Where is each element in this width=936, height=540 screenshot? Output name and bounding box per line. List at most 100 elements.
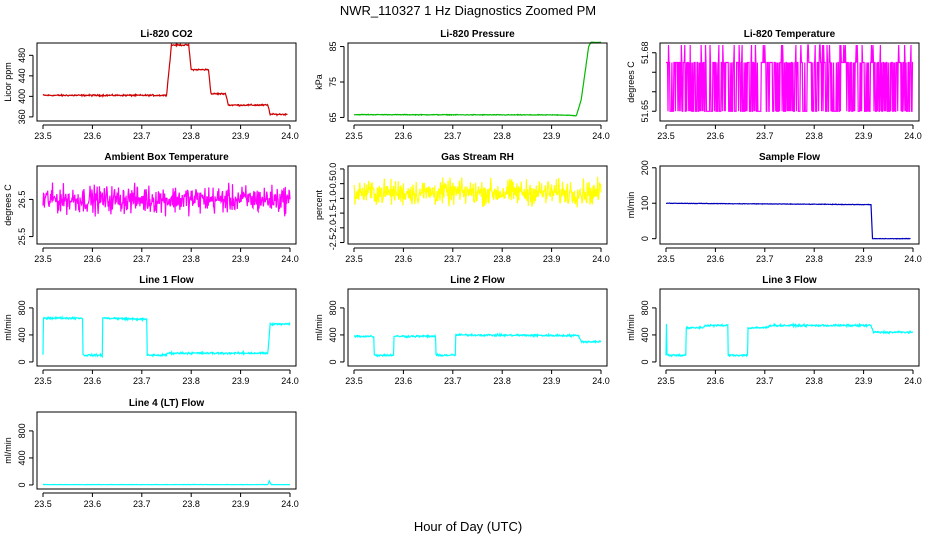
x-tick-label: 24.0 [281, 499, 299, 509]
x-tick-label: 23.6 [395, 131, 413, 141]
x-tick-label: 23.9 [855, 254, 873, 264]
x-tick-label: 23.5 [345, 131, 363, 141]
y-tick-label: 400 [17, 89, 27, 104]
y-tick-label: 85 [328, 42, 338, 52]
y-tick-label: 800 [328, 300, 338, 315]
series-line [353, 176, 602, 208]
x-tick-label: 23.9 [232, 131, 250, 141]
x-tick-label: 24.0 [281, 131, 299, 141]
y-tick-label: -0.5 [328, 176, 338, 192]
x-tick-label: 23.8 [182, 499, 200, 509]
x-tick-label: 23.7 [133, 131, 151, 141]
x-tick-label: 23.5 [657, 254, 675, 264]
plot-frame [36, 165, 297, 245]
x-tick-label: 23.6 [707, 254, 725, 264]
series-line [42, 315, 291, 359]
y-tick-label: -1.5 [328, 205, 338, 221]
x-tick-label: 24.0 [281, 376, 299, 386]
chart-panel-5: Gas Stream RH percent 23.5 23.6 23.7 23.8 23.9… [314, 152, 610, 264]
x-tick-label: 23.9 [855, 131, 873, 141]
chart-panel-9: Line 3 Flow ml/min 23.5 23.6 23.7 23.8 23.9 24.… [626, 275, 922, 386]
chart-panel-7: Line 1 Flow ml/min 23.5 23.6 23.7 23.8 23.9 24.… [3, 275, 299, 386]
panel-title: Li-820 CO2 [140, 29, 193, 40]
x-tick-label: 23.7 [444, 131, 462, 141]
x-tick-label: 23.8 [182, 254, 200, 264]
chart-panel-3: Li-820 Temperature degrees C 23.5 23.6 23.7 2… [626, 29, 922, 141]
x-tick-label: 23.7 [756, 254, 774, 264]
y-tick-label: 400 [17, 327, 27, 342]
x-tick-label: 23.9 [232, 376, 250, 386]
panel-ylabel: degrees C [3, 184, 13, 226]
chart-panel-2: Li-820 Pressure kPa 23.5 23.6 23.7 23.8 23.9 24… [314, 29, 610, 141]
panel-ylabel: ml/min [626, 192, 636, 219]
panel-ylabel: degrees C [626, 61, 636, 103]
x-tick-label: 23.6 [707, 131, 725, 141]
x-tick-label: 23.9 [855, 376, 873, 386]
panel-ylabel: ml/min [3, 437, 13, 464]
y-tick-label: 26.5 [17, 191, 27, 209]
x-tick-label: 23.5 [657, 376, 675, 386]
panel-title: Ambient Box Temperature [104, 152, 229, 163]
plot-frame [347, 165, 608, 245]
y-tick-label: 100 [640, 196, 650, 211]
x-tick-label: 23.7 [133, 499, 151, 509]
y-tick-label: 75 [328, 77, 338, 87]
panel-title: Sample Flow [759, 152, 820, 163]
x-tick-label: 24.0 [904, 131, 922, 141]
x-tick-label: 23.5 [34, 376, 52, 386]
x-tick-label: 24.0 [281, 254, 299, 264]
panel-ylabel: percent [314, 189, 324, 220]
panel-ylabel: Licor ppm [3, 62, 13, 102]
series-line [42, 42, 288, 117]
x-tick-label: 23.6 [395, 254, 413, 264]
series-line [353, 331, 602, 358]
x-tick-label: 23.5 [34, 131, 52, 141]
series-line [43, 479, 290, 486]
y-tick-label: 51.68 [640, 41, 650, 64]
y-tick-label: 440 [17, 68, 27, 83]
y-tick-label: 0 [17, 359, 27, 364]
y-tick-label: 400 [640, 327, 650, 342]
chart-panel-6: Sample Flow ml/min 23.5 23.6 23.7 23.8 23.9 24.… [626, 152, 922, 264]
plot-frame [36, 288, 297, 367]
x-tick-label: 24.0 [592, 131, 610, 141]
y-tick-label: 0 [328, 359, 338, 364]
chart-panels: Li-820 CO2 Licor ppm 23.5 23.6 23.7 23.8 23.9 2… [3, 29, 922, 509]
series-line [666, 44, 914, 112]
x-tick-label: 23.7 [756, 131, 774, 141]
plot-frame [36, 42, 297, 122]
x-tick-label: 23.8 [805, 376, 823, 386]
y-tick-label: -2.0 [328, 220, 338, 236]
y-tick-label: 200 [640, 160, 650, 175]
x-tick-label: 23.6 [395, 376, 413, 386]
panel-ylabel: ml/min [3, 314, 13, 341]
x-tick-label: 23.6 [84, 499, 102, 509]
x-tick-label: 23.7 [756, 376, 774, 386]
y-tick-label: 480 [17, 48, 27, 63]
y-tick-label: 800 [17, 300, 27, 315]
x-tick-label: 24.0 [592, 376, 610, 386]
x-tick-label: 23.7 [133, 254, 151, 264]
panel-title: Line 1 Flow [139, 275, 194, 286]
chart-panel-1: Li-820 CO2 Licor ppm 23.5 23.6 23.7 23.8 23.9 2… [3, 29, 299, 141]
panel-title: Line 2 Flow [450, 275, 505, 286]
panel-title: Line 3 Flow [762, 275, 817, 286]
panel-title: Line 4 (LT) Flow [129, 398, 205, 409]
x-tick-label: 23.5 [345, 254, 363, 264]
y-tick-label: 65 [328, 112, 338, 122]
plot-frame [659, 288, 920, 367]
x-tick-label: 23.6 [84, 131, 102, 141]
plot-frame [347, 42, 608, 122]
y-tick-label: 360 [17, 109, 27, 124]
chart-panel-4: Ambient Box Temperature degrees C 23.5 23.6… [3, 152, 299, 264]
x-tick-label: 23.8 [805, 131, 823, 141]
x-tick-label: 24.0 [592, 254, 610, 264]
chart-panel-8: Line 2 Flow ml/min 23.5 23.6 23.7 23.8 23.9 24.… [314, 275, 610, 386]
y-tick-label: 0 [17, 482, 27, 487]
x-tick-label: 23.9 [232, 499, 250, 509]
x-tick-label: 23.8 [493, 376, 511, 386]
series-line [665, 202, 911, 240]
plot-frame [659, 42, 920, 122]
y-tick-label: 25.5 [17, 228, 27, 246]
